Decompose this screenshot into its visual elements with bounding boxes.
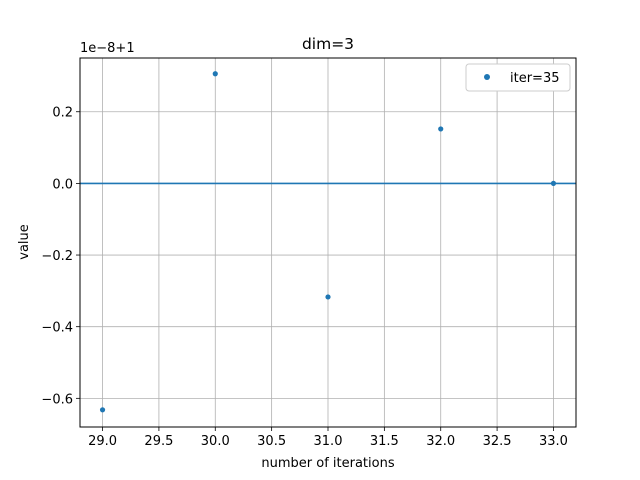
y-tick-label: 0.0 [52, 177, 73, 192]
y-tick-label: −0.6 [41, 392, 73, 407]
y-offset-label: 1e−8+1 [80, 41, 135, 56]
x-axis-label: number of iterations [261, 456, 394, 471]
x-ticks: 29.0 29.5 30.0 30.5 31.0 31.5 32.0 32.5 33.0 [88, 427, 568, 449]
data-point [438, 126, 444, 132]
x-tick-label: 32.5 [483, 434, 512, 449]
legend-marker [484, 74, 490, 80]
y-tick-label: 0.2 [52, 106, 73, 121]
x-tick-label: 29.0 [88, 434, 117, 449]
x-tick-label: 31.0 [314, 434, 343, 449]
x-tick-label: 33.0 [539, 434, 568, 449]
x-tick-label: 30.0 [201, 434, 230, 449]
legend-box [465, 63, 571, 92]
y-ticks: −0.6 −0.4 −0.2 0.0 0.2 [41, 106, 80, 407]
data-point [550, 180, 557, 186]
x-tick-label: 32.0 [426, 434, 455, 449]
data-point [212, 71, 218, 77]
x-tick-label: 29.5 [144, 434, 173, 449]
legend: iter=35 [465, 63, 571, 92]
data-point [325, 294, 331, 300]
chart-title: dim=3 [302, 35, 354, 53]
grid [80, 58, 576, 427]
x-tick-label: 31.5 [370, 434, 399, 449]
data-point [99, 407, 106, 413]
data-points [99, 71, 557, 413]
legend-label: iter=35 [510, 71, 560, 86]
y-tick-label: −0.2 [41, 249, 73, 264]
x-tick-label: 30.5 [257, 434, 286, 449]
y-tick-label: −0.4 [41, 321, 73, 336]
y-axis-label: value [17, 224, 32, 260]
